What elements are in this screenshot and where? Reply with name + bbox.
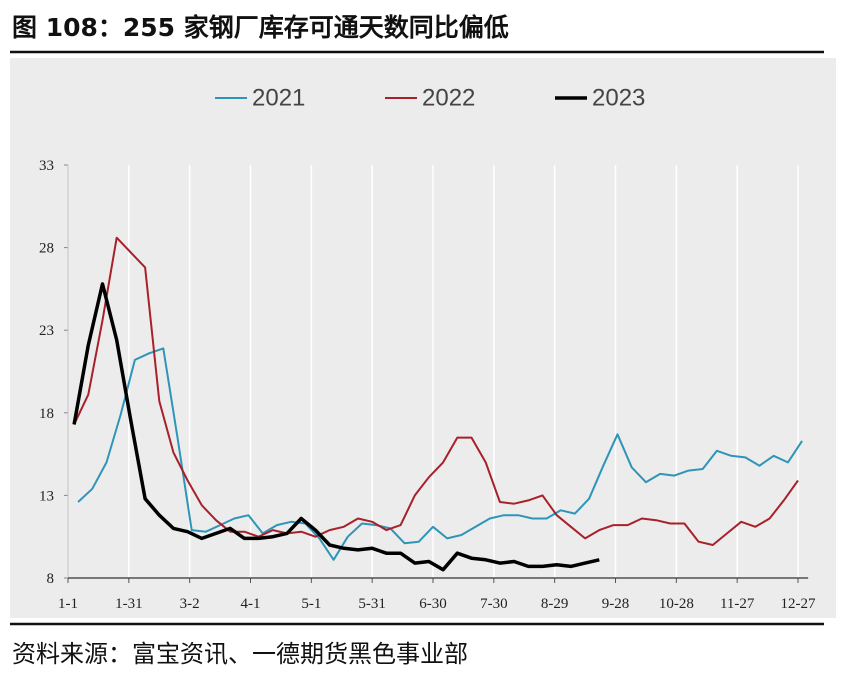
chart-title: 图 108：255 家钢厂库存可通天数同比偏低 bbox=[12, 13, 509, 42]
legend: 2021 2022 2023 bbox=[215, 84, 645, 111]
x-tick-label: 3-2 bbox=[180, 596, 200, 612]
grid bbox=[67, 165, 799, 578]
y-tick-label: 33 bbox=[39, 158, 54, 174]
x-tick-label: 9-28 bbox=[602, 596, 630, 612]
x-tick-label: 7-30 bbox=[480, 596, 508, 612]
source-note: 资料来源：富宝资讯、一德期货黑色事业部 bbox=[12, 640, 468, 668]
y-tick-label: 13 bbox=[39, 488, 54, 504]
x-tick-label: 5-1 bbox=[301, 596, 321, 612]
y-tick-label: 28 bbox=[39, 241, 54, 257]
y-tick-label: 8 bbox=[47, 571, 55, 587]
legend-label: 2022 bbox=[422, 84, 475, 111]
x-tick-label: 8-29 bbox=[541, 596, 569, 612]
x-tick-label: 1-31 bbox=[115, 596, 143, 612]
legend-label: 2023 bbox=[592, 84, 645, 111]
x-tick-label: 10-28 bbox=[659, 596, 694, 612]
y-tick-label: 18 bbox=[39, 406, 54, 422]
plot-background bbox=[10, 58, 836, 618]
legend-label: 2021 bbox=[252, 84, 305, 111]
x-tick-label: 5-31 bbox=[358, 596, 386, 612]
series-line bbox=[73, 236, 799, 546]
series-line bbox=[77, 347, 803, 561]
x-tick-label: 4-1 bbox=[241, 596, 261, 612]
x-tick-label: 1-1 bbox=[58, 596, 78, 612]
series-line bbox=[72, 282, 600, 572]
axes: 1-1 1-31 3-2 4-1 5-1 5-31 6-30 7-30 8-29 9-28 10-2… bbox=[39, 158, 816, 612]
lines bbox=[72, 236, 803, 572]
x-tick-label: 12-27 bbox=[781, 596, 816, 612]
x-tick-label: 11-27 bbox=[720, 596, 755, 612]
x-tick-label: 6-30 bbox=[419, 596, 447, 612]
y-tick-label: 23 bbox=[39, 323, 54, 339]
